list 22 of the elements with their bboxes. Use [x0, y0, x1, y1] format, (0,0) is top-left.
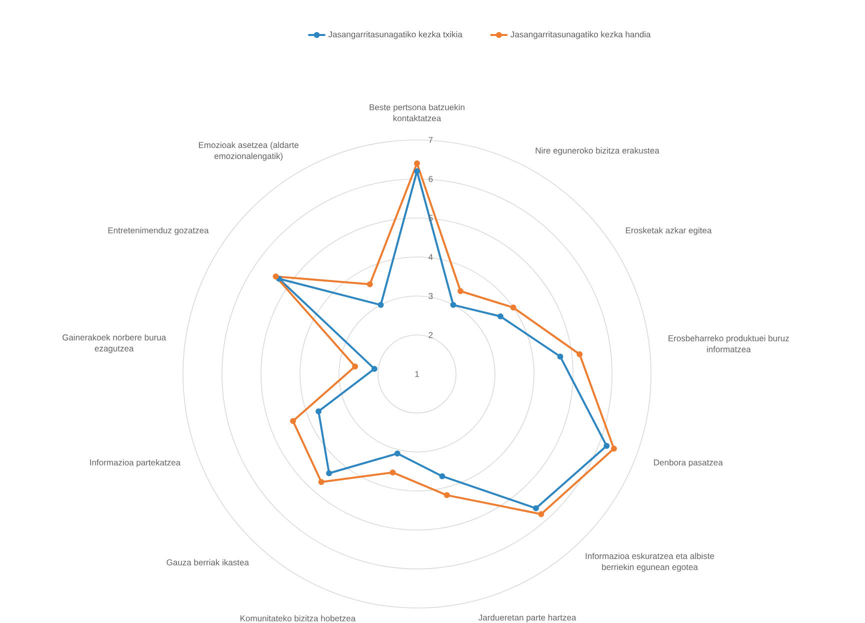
spoke-label: Beste pertsona batzuekin kontaktatzea: [370, 104, 464, 122]
spoke-label: Erosketak azkar egitea: [626, 227, 712, 236]
y-tick-label: 6: [428, 176, 433, 182]
spoke-label: Informazioa eskuratzea eta albiste berriekin egunean egotea: [586, 552, 714, 572]
spoke-label: Gauza berriak ikastea: [166, 559, 249, 566]
legend-label: Jasangarritasunagatiko kezka txikia: [328, 31, 462, 40]
spoke-label: Informazioa partekatzea: [90, 459, 181, 468]
y-tick-label: 7: [428, 137, 433, 143]
y-tick-label: 2: [428, 332, 433, 338]
spoke-label: Erosbeharreko produktuei buruz informatzea: [668, 335, 789, 352]
spoke-label: Emozioak asetzea (aldarte emozionalengatik): [198, 142, 298, 161]
legend-label: Jasangarritasunagatiko kezka handia: [510, 31, 651, 40]
spoke-label: Denbora pasatzea: [654, 459, 723, 468]
spoke-label: Nire eguneroko bizitza erakustea: [536, 147, 660, 156]
spoke-label: Jardueretan parte hartzea: [478, 614, 576, 622]
y-tick-label: 4: [428, 254, 433, 260]
y-tick-label: 3: [428, 292, 433, 299]
spoke-label: Gainerakoek norbere burua ezagutzea: [62, 334, 166, 354]
y-tick-label: 5: [428, 215, 433, 221]
spoke-label: Entretenimenduz gozatzea: [108, 227, 209, 236]
y-tick-label: 1: [415, 371, 419, 377]
spoke-label: Komunitateko bizitza hobetzea: [240, 615, 356, 622]
